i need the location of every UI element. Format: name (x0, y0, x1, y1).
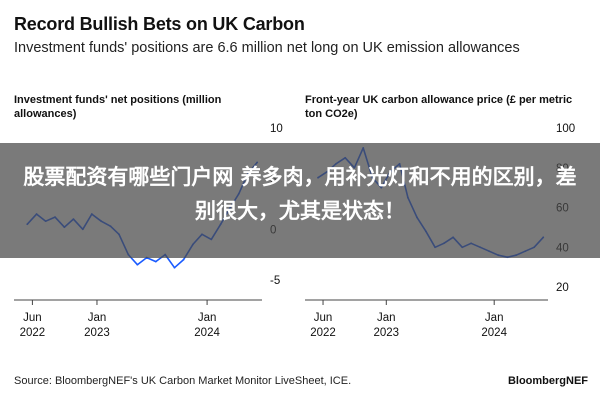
source-note: Source: BloombergNEF's UK Carbon Market … (14, 375, 352, 387)
overlay-text: 股票配资有哪些门户网 养多肉，用补光灯和不用的区别，差别很大，尤其是状态！ (23, 165, 577, 223)
x-tick-label-year: 2024 (481, 327, 507, 339)
x-tick-label-year: 2024 (194, 327, 220, 339)
x-tick-label: Jan (485, 312, 504, 324)
x-tick-label-year: 2022 (310, 327, 336, 339)
right-panel-title: Front-year UK carbon allowance price (£ … (305, 94, 573, 120)
x-tick-label-year: 2023 (84, 327, 110, 339)
data-point (136, 263, 139, 266)
left-panel-title: Investment funds' net positions (million… (14, 94, 222, 120)
chart-title: Record Bullish Bets on UK Carbon (14, 14, 305, 34)
data-point (182, 258, 185, 261)
data-point (173, 266, 176, 269)
y-tick-label: 20 (556, 282, 569, 294)
y-tick-label: 100 (556, 123, 575, 135)
x-tick-label: Jun (314, 312, 333, 324)
y-tick-label: 10 (270, 123, 283, 135)
overlay-banner (0, 143, 600, 258)
x-tick-label: Jan (198, 312, 217, 324)
chart-subtitle: Investment funds' positions are 6.6 mill… (14, 40, 520, 56)
x-tick-label: Jun (23, 312, 42, 324)
x-tick-label-year: 2023 (373, 327, 399, 339)
x-tick-label: Jan (377, 312, 396, 324)
y-tick-label: -5 (270, 275, 280, 287)
x-tick-label: Jan (88, 312, 107, 324)
brand-logo: BloombergNEF (507, 375, 588, 387)
x-tick-label-year: 2022 (20, 327, 46, 339)
data-point (154, 260, 157, 263)
